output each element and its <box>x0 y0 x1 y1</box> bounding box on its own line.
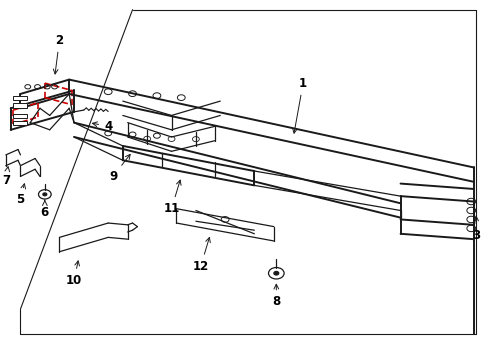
Circle shape <box>273 271 278 275</box>
Text: 6: 6 <box>41 200 49 219</box>
Bar <box>13 96 27 100</box>
Text: 5: 5 <box>16 184 25 206</box>
Text: 3: 3 <box>471 216 479 242</box>
Text: 7: 7 <box>2 167 10 186</box>
Text: 9: 9 <box>109 154 130 183</box>
Bar <box>13 121 27 126</box>
Text: 12: 12 <box>192 238 210 273</box>
Bar <box>13 114 27 118</box>
Text: 10: 10 <box>66 261 82 287</box>
Text: 4: 4 <box>92 120 112 133</box>
Text: 8: 8 <box>272 284 280 309</box>
Text: 2: 2 <box>53 33 63 74</box>
Bar <box>13 103 27 108</box>
Text: 11: 11 <box>163 180 181 215</box>
Text: 1: 1 <box>292 77 306 133</box>
Circle shape <box>43 193 47 196</box>
